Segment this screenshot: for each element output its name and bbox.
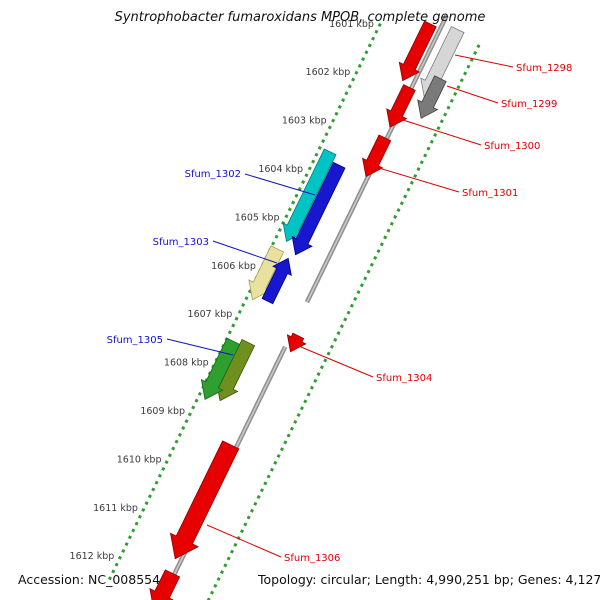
leader-line-Sfum_1302 bbox=[244, 173, 316, 196]
gene-label-Sfum_1304[interactable]: Sfum_1304 bbox=[376, 373, 432, 384]
tick-label-1607kbp: 1607 kbp bbox=[188, 309, 233, 320]
tick-label-1609kbp: 1609 kbp bbox=[140, 406, 185, 417]
gene-arrow-Sfum_1305[interactable] bbox=[200, 337, 241, 401]
gene-label-Sfum_1303[interactable]: Sfum_1303 bbox=[153, 237, 209, 248]
gene-arrow-unlabeled[interactable] bbox=[291, 161, 346, 256]
tick-label-1605kbp: 1605 kbp bbox=[235, 212, 280, 223]
gene-label-Sfum_1298[interactable]: Sfum_1298 bbox=[516, 63, 572, 74]
tick-label-1601kbp: 1601 kbp bbox=[329, 19, 374, 30]
gene-label-Sfum_1305[interactable]: Sfum_1305 bbox=[107, 335, 163, 346]
page-title: Syntrophobacter fumaroxidans MPOB, compl… bbox=[115, 10, 486, 25]
gene-arrow-Sfum_1306[interactable] bbox=[169, 440, 240, 560]
tick-label-1610kbp: 1610 kbp bbox=[117, 454, 162, 465]
tick-label-1611kbp: 1611 kbp bbox=[93, 503, 138, 514]
leader-line-Sfum_1305 bbox=[166, 338, 234, 356]
tick-label-1608kbp: 1608 kbp bbox=[164, 358, 209, 369]
leader-line-Sfum_1298 bbox=[454, 54, 514, 68]
gene-arrow-unlabeled[interactable] bbox=[261, 257, 292, 305]
gene-layer bbox=[149, 20, 465, 600]
tick-label-1612kbp: 1612 kbp bbox=[70, 551, 115, 562]
tick-label-1603kbp: 1603 kbp bbox=[282, 116, 327, 127]
gene-arrow-unlabeled[interactable] bbox=[398, 20, 437, 82]
gene-label-Sfum_1300[interactable]: Sfum_1300 bbox=[484, 141, 540, 152]
ruler-dotted-left bbox=[107, 22, 382, 581]
leader-line-Sfum_1300 bbox=[402, 119, 482, 146]
tick-label-1602kbp: 1602 kbp bbox=[306, 67, 351, 78]
ruler-layer bbox=[107, 22, 481, 600]
gene-label-Sfum_1299[interactable]: Sfum_1299 bbox=[501, 99, 557, 110]
gene-arrow-Sfum_1304[interactable] bbox=[286, 332, 307, 353]
tick-label-1606kbp: 1606 kbp bbox=[211, 261, 256, 272]
leader-line-Sfum_1299 bbox=[446, 85, 499, 104]
gene-label-Sfum_1302[interactable]: Sfum_1302 bbox=[185, 169, 241, 180]
leader-line-Sfum_1304 bbox=[300, 346, 374, 378]
gene-arrow-Sfum_1301[interactable] bbox=[362, 134, 392, 178]
leader-line-Sfum_1306 bbox=[206, 524, 282, 558]
leader-line-Sfum_1301 bbox=[378, 167, 460, 193]
ruler-dotted-right bbox=[206, 44, 481, 600]
gene-label-Sfum_1301[interactable]: Sfum_1301 bbox=[462, 188, 518, 199]
tick-label-1604kbp: 1604 kbp bbox=[258, 164, 303, 175]
leader-line-Sfum_1303 bbox=[212, 240, 278, 264]
accession-text: Accession: NC_008554 bbox=[18, 572, 160, 587]
gene-label-Sfum_1306[interactable]: Sfum_1306 bbox=[284, 553, 340, 564]
gene-arrow-Sfum_1300[interactable] bbox=[386, 84, 416, 128]
gene-arrow-Sfum_1299[interactable] bbox=[417, 75, 447, 119]
label-layer: Sfum_1298 Sfum_1299 Sfum_1300 Sfum_1301 Sfum… bbox=[107, 54, 572, 564]
summary-text: Topology: circular; Length: 4,990,251 bp… bbox=[257, 572, 600, 587]
tick-layer: 1601 kbp 1602 kbp 1603 kbp 1604 kbp 1605 kbp… bbox=[70, 19, 374, 562]
